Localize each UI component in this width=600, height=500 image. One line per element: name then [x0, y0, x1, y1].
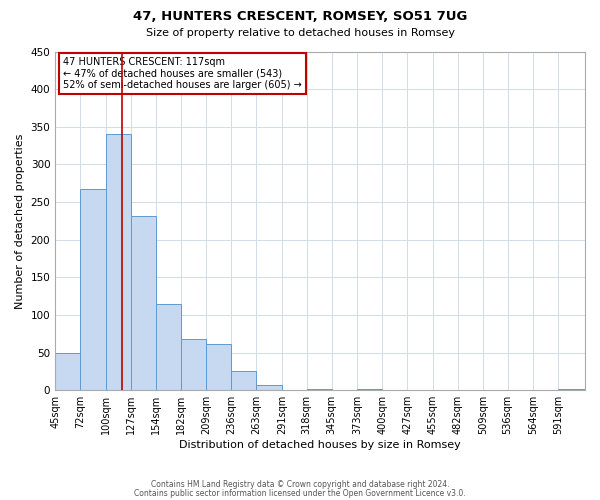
Bar [80, 189, 106, 390]
X-axis label: Distribution of detached houses by size in Romsey: Distribution of detached houses by size … [179, 440, 461, 450]
Bar [231, 372, 256, 390]
Bar [307, 388, 332, 390]
Text: 47 HUNTERS CRESCENT: 117sqm
← 47% of detached houses are smaller (543)
52% of se: 47 HUNTERS CRESCENT: 117sqm ← 47% of det… [63, 56, 302, 90]
Text: Contains HM Land Registry data © Crown copyright and database right 2024.: Contains HM Land Registry data © Crown c… [151, 480, 449, 489]
Text: Contains public sector information licensed under the Open Government Licence v3: Contains public sector information licen… [134, 488, 466, 498]
Bar [256, 385, 282, 390]
Bar [106, 134, 131, 390]
Bar [558, 388, 585, 390]
Bar [131, 216, 155, 390]
Bar [181, 339, 206, 390]
Text: 47, HUNTERS CRESCENT, ROMSEY, SO51 7UG: 47, HUNTERS CRESCENT, ROMSEY, SO51 7UG [133, 10, 467, 23]
Bar [206, 344, 231, 390]
Bar [155, 304, 181, 390]
Bar [55, 352, 80, 390]
Text: Size of property relative to detached houses in Romsey: Size of property relative to detached ho… [146, 28, 455, 38]
Y-axis label: Number of detached properties: Number of detached properties [15, 133, 25, 308]
